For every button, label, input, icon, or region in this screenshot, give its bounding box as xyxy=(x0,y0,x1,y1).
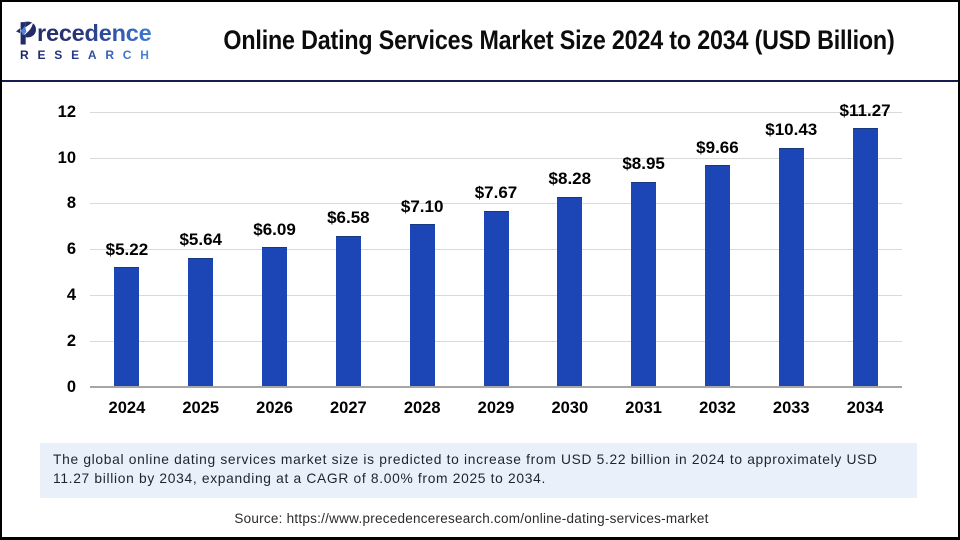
y-axis-label-8: 8 xyxy=(66,194,76,213)
value-label-2034: $11.27 xyxy=(839,100,891,120)
x-axis-label-2028: 2028 xyxy=(403,398,441,417)
x-axis-line xyxy=(90,386,902,388)
y-axis-label-10: 10 xyxy=(57,148,76,167)
bar-2026 xyxy=(262,247,288,386)
bar-2033 xyxy=(778,147,804,386)
value-label-2024: $5.22 xyxy=(105,239,149,259)
bar-2024 xyxy=(114,267,140,386)
y-axis-label-4: 4 xyxy=(66,286,76,305)
bar-2029 xyxy=(483,210,509,386)
summary-box: The global online dating services market… xyxy=(40,443,917,498)
value-label-2029: $7.67 xyxy=(474,183,518,203)
gridline-10 xyxy=(90,157,902,159)
bar-chart: 0 2 4 6 8 10 12 $5.22 2024 $5.64 2025 $6.09 2026 $6.5… xyxy=(0,81,960,430)
header: recedence RESEARCH Online Dating Service… xyxy=(0,0,960,82)
bar-2028 xyxy=(409,224,435,386)
bar-2031 xyxy=(631,181,657,386)
value-label-2030: $8.28 xyxy=(548,169,592,189)
summary-text: The global online dating services market… xyxy=(53,452,878,486)
brand-name: recedence xyxy=(37,20,152,47)
header-divider xyxy=(0,80,960,82)
y-axis-label-0: 0 xyxy=(66,378,76,396)
source-caption: Source: https://www.precedenceresearch.c… xyxy=(0,511,943,526)
value-label-2026: $6.09 xyxy=(253,219,296,239)
bar-2034 xyxy=(852,128,878,386)
x-axis-label-2024: 2024 xyxy=(108,398,146,417)
x-axis-label-2033: 2033 xyxy=(772,398,810,417)
y-axis-label-6: 6 xyxy=(66,240,76,259)
value-label-2033: $10.43 xyxy=(765,120,818,140)
bar-2030 xyxy=(557,196,583,386)
x-axis-label-2034: 2034 xyxy=(846,398,884,417)
x-axis-label-2027: 2027 xyxy=(330,398,367,417)
value-label-2027: $6.58 xyxy=(327,208,370,228)
x-axis-label-2029: 2029 xyxy=(477,398,515,417)
gridline-12 xyxy=(90,111,902,113)
value-label-2031: $8.95 xyxy=(622,154,665,174)
value-label-2025: $5.64 xyxy=(179,230,222,250)
precedence-p-leaf-icon xyxy=(16,21,36,45)
bar-2025 xyxy=(188,257,214,386)
y-axis-label-12: 12 xyxy=(57,102,76,121)
x-axis-label-2025: 2025 xyxy=(182,398,220,417)
source-link[interactable]: Source: https://www.precedenceresearch.c… xyxy=(234,510,709,526)
bar-2027 xyxy=(335,235,361,386)
value-label-2028: $7.10 xyxy=(400,196,444,216)
x-axis-label-2032: 2032 xyxy=(699,398,736,417)
bar-2032 xyxy=(704,165,730,386)
x-axis-label-2031: 2031 xyxy=(625,398,662,417)
brand-logo: recedence RESEARCH xyxy=(0,0,160,70)
y-axis-label-2: 2 xyxy=(66,332,76,351)
gridline-8 xyxy=(90,203,902,205)
page-title: Online Dating Services Market Size 2024 … xyxy=(223,25,895,55)
brand-subtitle: RESEARCH xyxy=(20,47,158,62)
value-label-2032: $9.66 xyxy=(696,137,739,157)
x-axis-label-2026: 2026 xyxy=(256,398,293,417)
x-axis-label-2030: 2030 xyxy=(551,398,589,417)
